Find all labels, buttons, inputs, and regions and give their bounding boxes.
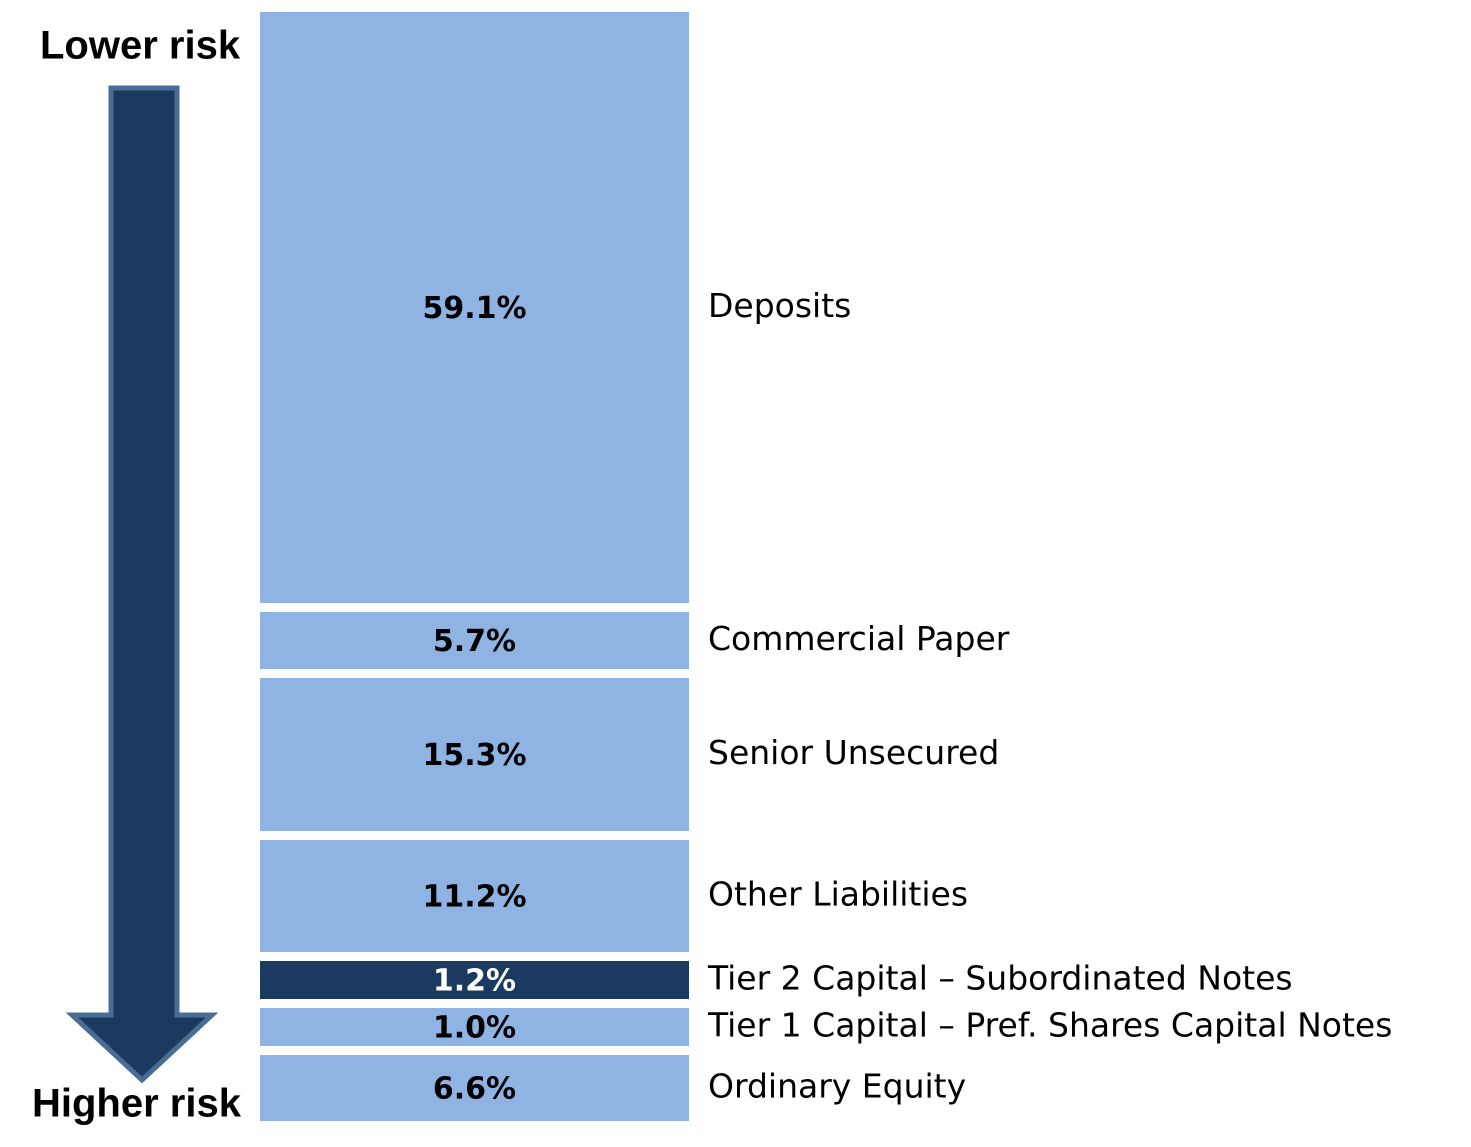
segment-label: Tier 1 Capital – Pref. Shares Capital No… [707, 1006, 1392, 1045]
risk-arrow [65, 85, 219, 1084]
segment [260, 1055, 689, 1121]
higher-risk-label: Higher risk [32, 1082, 242, 1126]
value-label: 5.7% [433, 624, 516, 659]
segment [260, 12, 689, 603]
value-label: 11.2% [422, 880, 526, 915]
segment-label: Tier 2 Capital – Subordinated Notes [707, 959, 1293, 998]
value-label: 1.0% [433, 1011, 516, 1046]
value-label: 6.6% [433, 1072, 516, 1107]
segment-label: Commercial Paper [708, 619, 1010, 658]
segment-label: Senior Unsecured [708, 733, 999, 772]
segment [260, 840, 689, 952]
segment [260, 612, 689, 669]
segment [260, 1008, 689, 1046]
value-label: 59.1% [422, 291, 526, 326]
lower-risk-label: Lower risk [40, 24, 241, 68]
segment-label: Other Liabilities [708, 875, 968, 914]
value-label: 1.2% [433, 964, 516, 999]
segment-label: Deposits [708, 286, 851, 325]
segment-label: Ordinary Equity [708, 1067, 966, 1106]
value-label: 15.3% [422, 738, 526, 773]
segment [260, 961, 689, 999]
segment [260, 678, 689, 831]
